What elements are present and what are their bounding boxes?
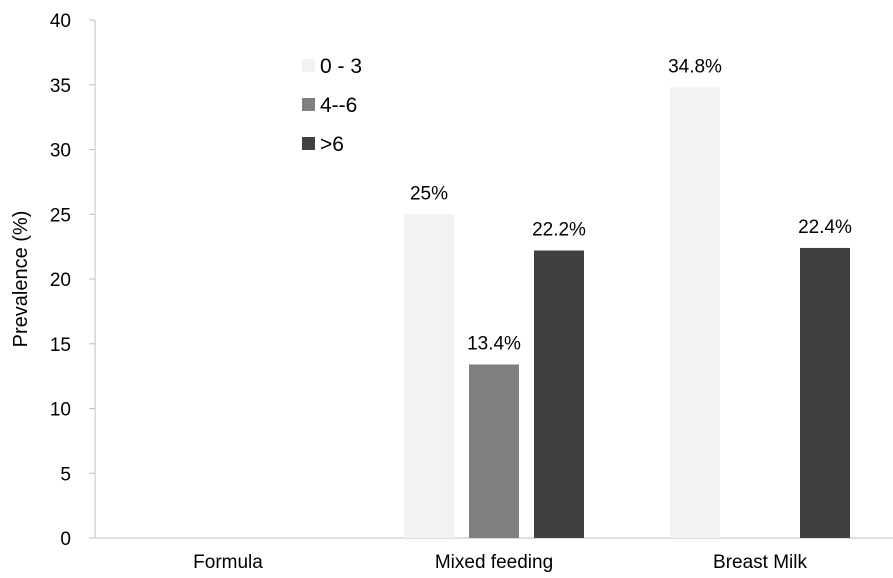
y-tick-label: 35 xyxy=(50,76,71,97)
bar xyxy=(469,364,519,538)
y-axis-label: Prevalence (%) xyxy=(10,211,32,348)
legend: 0 - 3 4--6 >6 xyxy=(302,55,362,156)
bar xyxy=(800,247,850,539)
legend-label: 0 - 3 xyxy=(320,55,362,78)
x-tick-label: Breast Milk xyxy=(713,552,807,573)
bar xyxy=(670,87,720,538)
bar xyxy=(534,250,584,538)
y-axis-ticks: 0 5 10 15 20 25 30 35 40 xyxy=(50,11,95,550)
x-tick-label: Mixed feeding xyxy=(435,552,553,573)
data-label: 34.8% xyxy=(668,56,722,77)
y-tick-label: 15 xyxy=(50,335,71,356)
y-tick-label: 20 xyxy=(50,270,71,291)
x-axis-categories: Formula Mixed feeding Breast Milk xyxy=(193,552,807,573)
y-tick-label: 25 xyxy=(50,205,71,226)
y-tick-label: 10 xyxy=(50,400,71,421)
data-label: 22.2% xyxy=(532,220,586,241)
legend-swatch xyxy=(302,98,315,111)
y-tick-label: 0 xyxy=(60,529,71,550)
y-tick-label: 5 xyxy=(60,464,71,485)
legend-label: >6 xyxy=(320,133,344,156)
legend-label: 4--6 xyxy=(320,94,357,117)
data-label: 22.4% xyxy=(798,217,852,238)
data-label: 25% xyxy=(410,183,448,204)
y-tick-label: 40 xyxy=(50,11,71,32)
data-labels: 25% 13.4% 22.2% 34.8% 22.4% xyxy=(410,56,852,354)
legend-swatch xyxy=(302,137,315,150)
bar xyxy=(404,214,454,538)
x-tick-label: Formula xyxy=(193,552,263,573)
y-tick-label: 30 xyxy=(50,141,71,162)
bars xyxy=(404,87,850,539)
legend-swatch xyxy=(302,59,315,72)
data-label: 13.4% xyxy=(467,333,521,354)
